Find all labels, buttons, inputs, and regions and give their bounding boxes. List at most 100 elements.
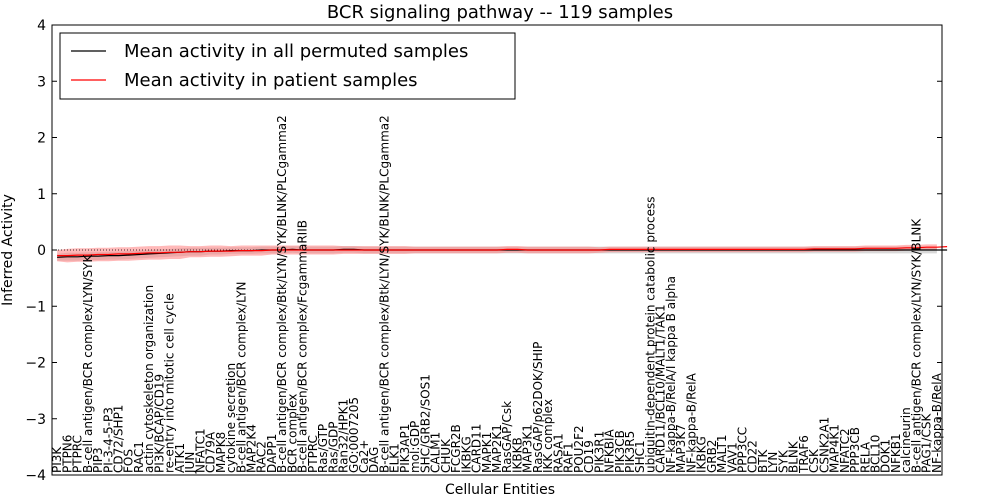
legend-patient-label: Mean activity in patient samples <box>124 70 418 91</box>
x-entity-label: RAC2 <box>255 441 269 473</box>
x-entity-label: SYK <box>776 449 790 473</box>
x-entity-label: NFATC1 <box>193 428 207 473</box>
x-entity-label: MAP2K1 <box>490 424 504 473</box>
y-tick-label: −4 <box>25 468 46 484</box>
x-entity-label: ELK1 <box>388 443 402 473</box>
x-entity-label: B-cell antigen/BCR complex/Btk/LYN/SYK/B… <box>378 115 392 473</box>
x-entity-label: B-cell antigen/BCR complex/LYN/SYK <box>81 253 95 473</box>
x-entity-label: IKBKG <box>695 436 709 473</box>
x-entity-label: IKK complex <box>541 399 555 473</box>
y-axis-ticks: −4 −3 −2 −1 0 1 2 3 4 <box>25 18 942 484</box>
patient-mean-line <box>57 246 948 257</box>
x-entity-label: DAG <box>367 447 381 473</box>
y-tick-label: 4 <box>37 18 46 34</box>
x-entity-label: CD79A <box>204 431 218 473</box>
x-entity-label: GO:0007205 <box>347 397 361 473</box>
x-entity-label: NF-kappa-B/RelA/I kappa B alpha <box>664 276 678 473</box>
x-entity-label: actin cytoskeleton organization <box>142 285 156 473</box>
x-entity-label: IKBKG <box>459 436 473 473</box>
x-entity-label: PTPRC <box>71 435 85 473</box>
x-entity-label: IKBKB <box>511 437 525 473</box>
x-entity-label: RasGAP/Csk <box>500 401 514 473</box>
y-tick-label: −3 <box>25 412 46 428</box>
x-entity-label: Ca2+ <box>357 440 371 473</box>
x-entity-label: MAPK1 <box>480 432 494 473</box>
x-entity-label: FOS <box>122 449 136 473</box>
x-axis-label: Cellular Entities <box>445 482 555 498</box>
x-entity-label: PPP3CB <box>848 427 862 473</box>
y-tick-label: 2 <box>37 131 46 147</box>
x-entity-label: NFKBIA <box>603 428 617 473</box>
x-entity-label: CSNK2A1 <box>817 417 831 473</box>
legend-permuted-label: Mean activity in all permuted samples <box>124 41 468 62</box>
y-tick-label: −1 <box>25 299 46 315</box>
chart-title: BCR signaling pathway -- 119 samples <box>327 2 673 23</box>
x-entity-label: JUN <box>183 452 197 474</box>
x-entity-label: B-cell antigen/BCR complex/LYN/SYK/BLNK <box>909 218 923 473</box>
legend: Mean activity in all permuted samples Me… <box>59 32 516 100</box>
x-entity-label: PIK3CB <box>613 430 627 473</box>
x-entity-label: PIP3 <box>91 447 105 473</box>
x-entity-label: LYN <box>766 452 780 473</box>
x-entity-label: Ras/GTP <box>316 424 330 473</box>
x-entity-label: CARD11 <box>470 424 484 473</box>
x-entity-label: BLNK <box>787 440 801 473</box>
x-entity-label: SHC/GRB2/SOS1 <box>418 374 432 473</box>
x-entity-label: MAP3K7 <box>674 424 688 473</box>
x-entity-label: DOK1 <box>879 439 893 473</box>
x-entity-label: PPP3CC <box>736 427 750 473</box>
x-entity-label: RAF1 <box>562 442 576 473</box>
x-entity-label: CD72/SHP1 <box>112 405 126 473</box>
x-entity-label: B-cell antigen/BCR complex/LYN <box>234 281 248 473</box>
x-entity-label: mol:GDP <box>408 421 422 473</box>
y-axis-label: Inferred Activity <box>0 194 16 306</box>
x-entity-label: NF-kappa-B/RelA <box>684 372 698 473</box>
x-entity-label: PI3K <box>50 446 64 473</box>
x-entity-label: DAPP1 <box>265 434 279 473</box>
x-entity-label: RASA1 <box>551 433 565 473</box>
x-entity-label: CHUK <box>439 438 453 473</box>
y-tick-label: 1 <box>37 187 46 203</box>
x-entity-label: SHC1 <box>633 440 647 473</box>
x-entity-label: MAPK8 <box>214 432 228 473</box>
x-entity-label: PI-3-4-5-P3 <box>101 407 115 473</box>
x-entity-label: MALT1 <box>715 434 729 473</box>
plot-frame <box>51 24 943 476</box>
x-entity-label: Ran32/HPK1 <box>337 399 351 473</box>
legend-box <box>59 32 516 100</box>
x-entity-label: B-cell antigen/BCR complex/Btk/LYN/SYK/B… <box>275 115 289 473</box>
x-entity-label: MAP3K1 <box>521 424 535 473</box>
x-entity-label: PIK3AP1 <box>398 424 412 473</box>
x-entity-label: PIK3R1 <box>592 431 606 473</box>
x-entity-label: PTPRC <box>306 435 320 473</box>
plot-area <box>52 244 948 263</box>
x-entity-label: PAG1/CSK <box>920 413 934 473</box>
y-tick-label: 3 <box>37 74 46 90</box>
x-entity-label: RasGAP/p62DOK/SHIP <box>531 342 545 473</box>
x-entity-label: BTK <box>756 448 770 473</box>
x-entity-label: RAC1 <box>132 441 146 473</box>
x-entity-label: ubiquitin-dependent protein catabolic pr… <box>643 197 657 473</box>
x-entity-label: Ras/GDP <box>326 422 340 474</box>
x-entity-label: POU2F2 <box>572 425 586 473</box>
x-entity-label: re-entry into mitotic cell cycle <box>163 293 177 473</box>
x-entity-label: VAV1 <box>725 442 739 473</box>
x-entity-label: CD22 <box>746 440 760 473</box>
x-entity-label: RELA <box>858 441 872 473</box>
x-entity-label: cytokine secretion <box>224 363 238 473</box>
x-entity-label: MAP2K4 <box>245 424 259 473</box>
x-entity-label: CD19 <box>582 440 596 473</box>
x-entity-label: NFATC2 <box>838 428 852 473</box>
x-entity-label: PTPN6 <box>60 435 74 473</box>
x-entity-label: NFKB1 <box>889 433 903 473</box>
x-entity-label: MAP4K1 <box>828 424 842 473</box>
x-entity-label: BCR complex <box>285 394 299 473</box>
x-entity-label: CARD11/BCL10/MALT1/TAK1 <box>654 304 668 473</box>
x-entity-label: TRAF6 <box>797 435 811 474</box>
x-entity-label: PIK3R5 <box>623 431 637 473</box>
x-entity-label: CSK <box>807 448 821 473</box>
y-tick-label: −2 <box>25 356 46 372</box>
x-entity-label: FCGR2B <box>449 424 463 473</box>
x-entity-label: BCL10 <box>869 435 883 473</box>
